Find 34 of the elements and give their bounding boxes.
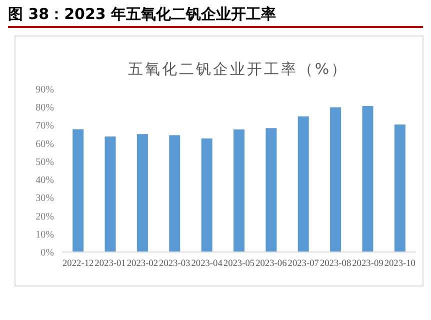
bar — [169, 135, 180, 252]
x-tick-label: 2023-04 — [191, 259, 223, 269]
y-tick-label: 60% — [36, 138, 54, 150]
x-tick-label: 2023-07 — [288, 259, 320, 269]
x-tick-label: 2022-12 — [62, 259, 94, 269]
chart-title: 图 38：2023 年五氧化二钒企业开工率 — [8, 2, 423, 28]
x-tick-label: 2023-02 — [126, 259, 159, 269]
y-tick-label: 90% — [36, 84, 54, 96]
chart-subtitle: 五氧化二钒企业开工率（%） — [128, 60, 348, 78]
bar — [362, 106, 374, 252]
x-tick-label: 2023-10 — [384, 259, 416, 269]
bar — [234, 129, 244, 252]
x-tick-label: 2023-06 — [256, 259, 288, 269]
y-tick-label: 0% — [40, 248, 54, 258]
bar — [104, 136, 116, 252]
bar — [394, 124, 406, 252]
y-tick-label: 50% — [36, 156, 54, 168]
y-tick-label: 10% — [36, 229, 54, 240]
y-tick-label: 70% — [36, 120, 54, 132]
bar — [330, 107, 342, 252]
y-tick-label: 30% — [36, 193, 54, 204]
x-tick-label: 2023-09 — [352, 259, 384, 269]
y-tick-label: 40% — [36, 175, 54, 186]
bar — [266, 128, 277, 252]
y-tick-label: 80% — [36, 102, 54, 114]
x-tick-label: 2023-08 — [320, 259, 352, 269]
x-tick-label: 2023-01 — [94, 259, 126, 269]
bar — [201, 138, 212, 252]
bar — [72, 129, 84, 252]
bar — [298, 116, 309, 252]
y-tick-label: 20% — [36, 211, 54, 222]
bar — [136, 134, 148, 252]
x-tick-label: 2023-03 — [159, 259, 191, 269]
x-tick-label: 2023-05 — [223, 259, 256, 269]
